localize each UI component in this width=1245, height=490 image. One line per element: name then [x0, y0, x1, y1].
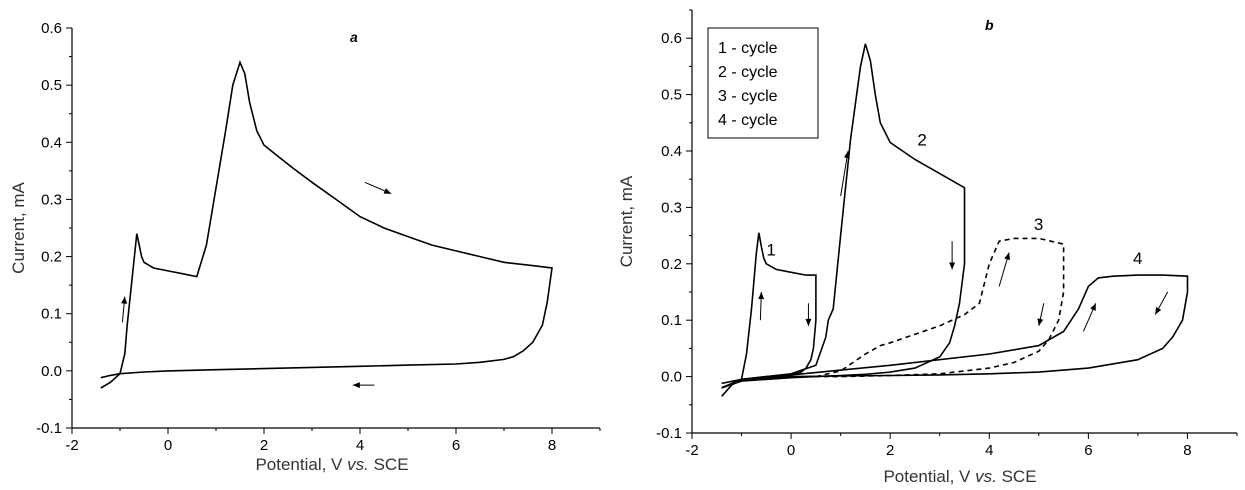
series-4-line — [721, 274, 1189, 389]
direction-arrowhead — [1037, 318, 1044, 326]
curve-label: 2 — [917, 130, 926, 149]
y-tick-label: 0.5 — [41, 77, 62, 94]
series-1-line — [721, 232, 817, 397]
direction-arrowhead — [758, 292, 765, 300]
y-tick-label: -0.1 — [656, 425, 682, 442]
y-tick-label: 0.4 — [41, 134, 62, 151]
legend-entry: 2 - cycle — [718, 64, 778, 81]
legend-box — [707, 27, 819, 139]
x-tick-label: 2 — [886, 442, 894, 459]
y-tick-label: 0.0 — [41, 363, 62, 380]
direction-arrowhead — [121, 296, 128, 304]
x-axis-label: Potential, V vs. SCE — [255, 455, 408, 474]
series-1-line — [100, 59, 553, 389]
legend-entry: 1 - cycle — [718, 40, 778, 57]
x-tick-label: 4 — [356, 437, 364, 454]
panel-label: a — [350, 29, 358, 45]
x-tick-label: 8 — [1183, 442, 1191, 459]
y-tick-label: 0.1 — [661, 312, 682, 329]
y-axis-label: Current, mA — [617, 175, 636, 267]
y-tick-label: 0.4 — [661, 143, 682, 160]
y-tick-label: 0.6 — [661, 30, 682, 47]
curve-label: 3 — [1034, 215, 1043, 234]
x-tick-label: 6 — [452, 437, 460, 454]
direction-arrowhead — [949, 262, 956, 270]
y-tick-label: 0.0 — [661, 369, 682, 386]
x-tick-label: 8 — [548, 437, 556, 454]
x-tick-label: 4 — [985, 442, 993, 459]
panel-b: -2 0 2 4 6 8 -0.1 0.0 0.1 0.2 0.3 0.4 0.5 0.6 Potentia… — [617, 9, 1238, 486]
y-tick-label: 0.6 — [41, 20, 62, 37]
direction-arrowhead — [383, 188, 392, 194]
direction-arrowhead — [1155, 306, 1162, 315]
panel-label: b — [985, 17, 994, 33]
direction-arrow — [840, 150, 849, 197]
x-tick-label: 0 — [787, 442, 795, 459]
x-axis-label: Potential, V vs. SCE — [883, 467, 1036, 486]
series-2-line — [721, 43, 966, 389]
x-tick-label: 2 — [260, 437, 268, 454]
direction-arrowhead — [805, 318, 812, 326]
y-tick-label: -0.1 — [36, 420, 62, 437]
x-tick-label: 6 — [1084, 442, 1092, 459]
direction-arrowhead — [843, 151, 850, 159]
panel-a: -2 0 2 4 6 8 -0.1 0.0 0.1 0.2 0.3 0.4 0.5 0.6 Potentia… — [9, 20, 601, 474]
curve-label: 1 — [766, 240, 775, 259]
y-tick-label: 0.3 — [661, 199, 682, 216]
direction-arrowhead — [1090, 303, 1096, 311]
x-tick-label: 0 — [164, 437, 172, 454]
direction-arrowhead — [1004, 252, 1011, 261]
y-tick-label: 0.5 — [661, 87, 682, 104]
curve-label: 4 — [1133, 249, 1142, 268]
y-tick-label: 0.1 — [41, 306, 62, 323]
y-tick-label: 0.3 — [41, 191, 62, 208]
direction-arrowhead — [352, 382, 360, 389]
y-tick-label: 0.2 — [41, 249, 62, 266]
y-axis-label: Current, mA — [9, 182, 28, 274]
y-tick-label: 0.2 — [661, 256, 682, 273]
x-tick-label: -2 — [685, 442, 698, 459]
x-tick-label: -2 — [65, 437, 78, 454]
legend-entry: 3 - cycle — [718, 88, 778, 105]
legend-entry: 4 - cycle — [718, 112, 778, 129]
